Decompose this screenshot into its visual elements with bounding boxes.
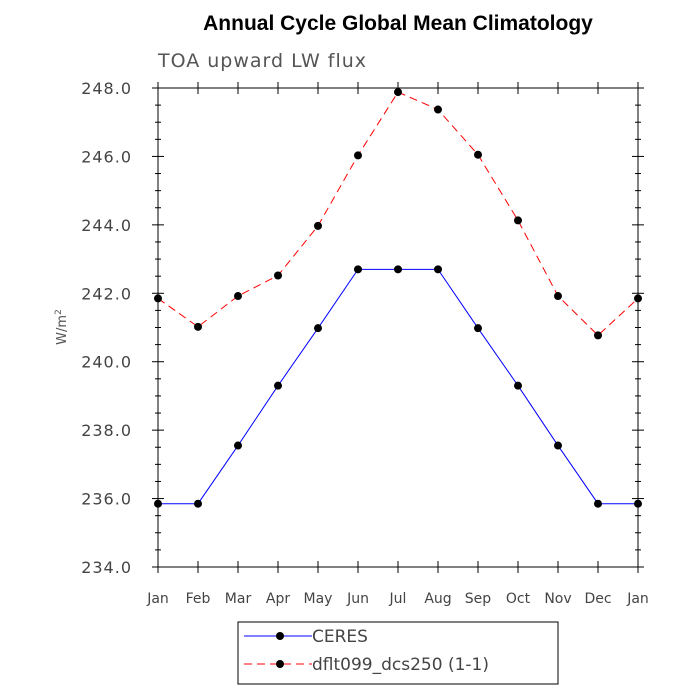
legend-box — [237, 621, 559, 685]
x-tick-label: Jul — [389, 591, 407, 607]
y-tick-label: 234.0 — [81, 558, 132, 577]
data-point — [474, 150, 482, 159]
chart-subtitle: TOA upward LW flux — [157, 50, 367, 72]
data-point — [634, 499, 642, 508]
data-point — [314, 324, 322, 333]
data-point — [554, 292, 562, 301]
legend-label-1: CERES — [312, 627, 368, 647]
legend-marker — [276, 660, 284, 668]
x-tick-label: Sep — [465, 591, 492, 607]
data-point — [634, 294, 642, 303]
data-point — [474, 324, 482, 333]
data-point — [234, 292, 242, 301]
y-tick-label: 236.0 — [81, 490, 132, 509]
y-tick-label: 246.0 — [81, 147, 132, 166]
y-tick-label: 242.0 — [81, 284, 132, 303]
x-tick-label: Apr — [266, 591, 290, 607]
legend-marker — [276, 632, 284, 640]
data-point — [354, 265, 362, 274]
data-point — [194, 499, 202, 508]
data-point — [514, 381, 522, 390]
data-point — [354, 151, 362, 160]
x-tick-label: Feb — [186, 591, 211, 607]
y-axis-label: W/m2 — [54, 309, 70, 345]
data-point — [274, 271, 282, 280]
plot-frame — [157, 87, 639, 568]
y-tick-label: 240.0 — [81, 353, 132, 372]
x-tick-label: Mar — [225, 591, 252, 607]
legend: CERES dflt099_dcs250 (1-1) — [237, 621, 559, 685]
data-point — [154, 294, 162, 303]
x-tick-label: Jun — [346, 591, 369, 607]
data-point — [594, 331, 602, 340]
data-point — [194, 322, 202, 331]
y-tick-label: 248.0 — [81, 79, 132, 98]
y-axis-label-base: W/m — [55, 315, 70, 345]
data-point — [434, 265, 442, 274]
data-point — [514, 216, 522, 225]
data-point — [274, 381, 282, 390]
data-point — [394, 265, 402, 274]
y-tick-label: 238.0 — [81, 421, 132, 440]
data-point — [394, 88, 402, 97]
legend-label-2: dflt099_dcs250 (1-1) — [312, 655, 489, 675]
data-point — [554, 441, 562, 450]
y-tick-label: 244.0 — [81, 216, 132, 235]
axes-layer: 234.0 236.0 238.0 240.0 242.0 244.0 246.0 248.0… — [81, 79, 649, 607]
x-tick-label: Jan — [626, 591, 649, 607]
x-tick-label: Aug — [424, 591, 451, 607]
y-axis-label-superscript: 2 — [54, 309, 64, 315]
series-line-2 — [157, 91, 639, 337]
data-point — [314, 221, 322, 230]
series-layer — [154, 88, 642, 508]
x-tick-label: Jan — [146, 591, 169, 607]
x-tick-label: Oct — [506, 591, 531, 607]
data-point — [594, 499, 602, 508]
x-tick-label: Nov — [544, 591, 571, 607]
chart-title: Annual Cycle Global Mean Climatology — [203, 12, 593, 35]
data-point — [234, 441, 242, 450]
x-tick-label: Dec — [584, 591, 611, 607]
data-point — [434, 105, 442, 114]
data-point — [154, 499, 162, 508]
x-tick-label: May — [304, 591, 333, 607]
